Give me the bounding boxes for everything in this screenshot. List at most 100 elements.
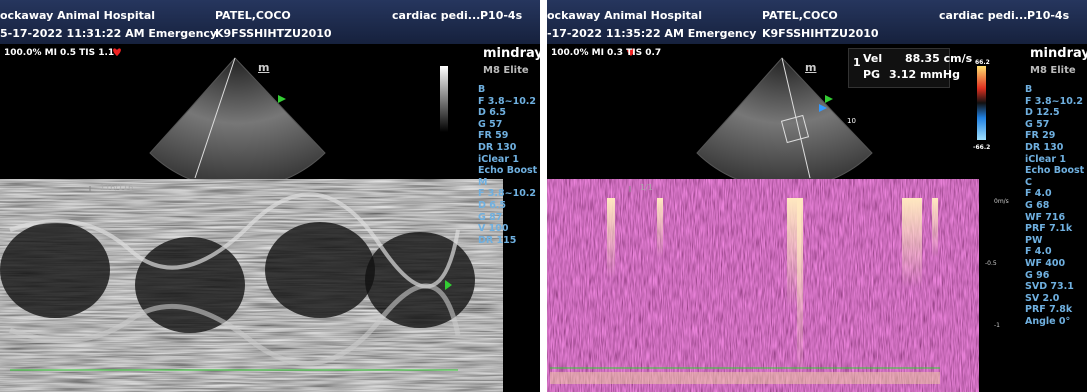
scale-bar <box>440 66 448 132</box>
doppler-streak <box>607 198 615 278</box>
probe: P10-4s <box>1027 9 1070 22</box>
parameter: F 4.0 <box>1025 246 1052 258</box>
parameter: DR 130 <box>1025 142 1064 153</box>
cursor-line <box>194 57 236 179</box>
parameter: DR 130 <box>478 142 517 153</box>
parameter: Echo Boost <box>478 165 538 177</box>
chamber <box>135 237 245 333</box>
status: 100.0% MI 0.5 TIS 1.1 <box>4 48 115 58</box>
parameter: Echo Boost <box>1025 165 1085 177</box>
parameter: SV 2.0 <box>1025 292 1060 304</box>
parameter: B <box>478 84 486 95</box>
parameter: G 96 <box>1025 269 1050 281</box>
heart-icon <box>627 48 635 56</box>
parameter: PW <box>1025 234 1043 246</box>
parameter: WF 400 <box>1025 258 1066 269</box>
datetime: -17-2022 11:35:22 AM Emergency <box>547 27 757 40</box>
header-bar: ockaway Animal Hospital PATEL,COCO cardiac… <box>0 0 540 44</box>
cursor-line <box>781 57 811 179</box>
parameter: WF 716 <box>1025 211 1066 223</box>
color-scale-top: 66.2 <box>975 59 990 66</box>
parameter: F 4.0 <box>1025 188 1052 200</box>
sector-label: m <box>258 61 270 74</box>
parameter: D 6.5 <box>478 107 507 119</box>
parameter: Angle 0° <box>1025 316 1071 327</box>
chamber <box>265 222 375 318</box>
model: M8 Elite <box>483 65 529 76</box>
measurement-label: Vel <box>863 52 883 65</box>
doppler-streak <box>657 198 663 258</box>
sector-image <box>696 57 873 190</box>
doppler-streak <box>932 198 938 258</box>
parameter: G 68 <box>1025 200 1050 211</box>
patient-name: PATEL,COCO <box>215 9 291 22</box>
velocity-tick: 0m/s <box>994 198 1009 205</box>
hospital: ockaway Animal Hospital <box>0 9 156 22</box>
parameter: C <box>1025 176 1032 188</box>
sector-image <box>149 57 326 190</box>
trace-label: 1/1 <box>640 183 653 192</box>
parameter: PRF 7.8k <box>1025 304 1073 316</box>
marker <box>278 95 286 103</box>
image-area <box>0 48 475 386</box>
brand: mindray <box>483 46 540 61</box>
measurement-value: 3.12 mmHg <box>889 68 960 81</box>
depth-label: 10 <box>847 117 856 125</box>
parameter: B <box>1025 84 1033 95</box>
trace-label: 116/116 <box>100 183 134 192</box>
sector-label: m <box>805 61 817 74</box>
doppler-streak <box>797 198 803 378</box>
scale-bar <box>977 66 986 140</box>
sample-box <box>780 114 810 144</box>
measurement-box: 1 Vel 88.35 cm/s PG 3.12 mmHg <box>848 48 972 88</box>
velocity-tick: -1 <box>994 322 1000 329</box>
heart-icon <box>113 48 121 56</box>
parameter: G 57 <box>478 118 503 130</box>
parameter: iClear 1 <box>1025 153 1066 165</box>
velocity-tick: -0.5 <box>985 260 997 267</box>
probe: P10-4s <box>480 9 523 22</box>
header-bar: ockaway Animal Hospital PATEL,COCO cardiac… <box>547 0 1087 44</box>
hospital: ockaway Animal Hospital <box>547 9 703 22</box>
parameter: D 6.5 <box>478 200 507 211</box>
model: M8 Elite <box>1030 65 1076 76</box>
exam: cardiac pedi... <box>939 9 1028 22</box>
parameter: V 100 <box>478 223 509 235</box>
chamber <box>0 222 110 318</box>
parameter: F 3.8~10.2 <box>478 188 537 200</box>
ultrasound-panel: ockaway Animal Hospital PATEL,COCO cardiac… <box>0 0 540 392</box>
datetime: 5-17-2022 11:31:22 AM Emergency <box>0 27 218 40</box>
measurement-label: PG <box>863 68 881 81</box>
parameter: F 3.8~10.2 <box>478 95 537 107</box>
marker <box>819 104 827 112</box>
ultrasound-panel: ockaway Animal Hospital PATEL,COCO cardiac… <box>547 0 1087 392</box>
parameter: F 3.8~10.2 <box>1025 95 1084 107</box>
parameter: G 87 <box>478 211 503 223</box>
image-area <box>550 48 986 386</box>
patient-id: K9FSSHIHTZU2010 <box>215 27 332 40</box>
parameter: iClear 1 <box>478 153 519 165</box>
measurement-value: 88.35 cm/s <box>905 52 973 65</box>
marker <box>445 280 452 290</box>
parameter: FR 29 <box>1025 130 1056 142</box>
parameter: D 12.5 <box>1025 107 1060 119</box>
exam: cardiac pedi... <box>392 9 481 22</box>
patient-name: PATEL,COCO <box>762 9 838 22</box>
parameter: FR 59 <box>478 130 509 142</box>
patient-id: K9FSSHIHTZU2010 <box>762 27 879 40</box>
parameter: SVD 73.1 <box>1025 281 1074 293</box>
status: 100.0% MI 0.3 TIS 0.7 <box>551 48 662 58</box>
parameter: G 57 <box>1025 118 1050 130</box>
color-scale-bottom: -66.2 <box>973 144 991 151</box>
parameter: M <box>478 176 488 188</box>
brand: mindray <box>1030 46 1087 61</box>
doppler-streak <box>902 198 922 288</box>
parameter: PRF 7.1k <box>1025 223 1073 235</box>
parameter: DR 115 <box>478 234 517 246</box>
measurement-index: 1 <box>853 56 861 69</box>
baseline-glow <box>550 372 940 384</box>
marker <box>825 95 833 103</box>
wall-trace <box>9 283 461 366</box>
wall-trace <box>9 192 460 289</box>
